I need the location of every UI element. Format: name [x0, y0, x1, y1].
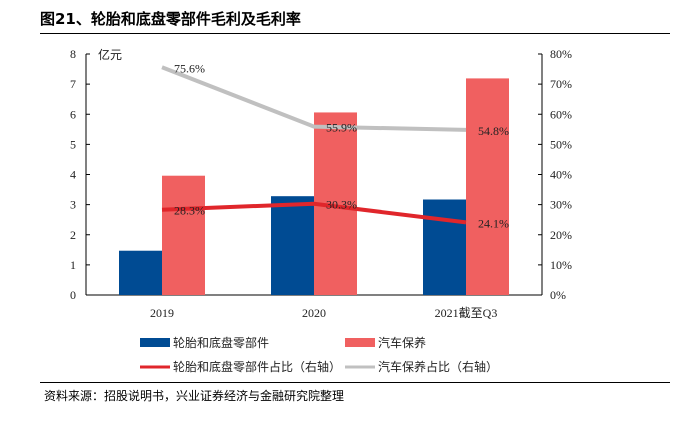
y2-tick-label: 30%: [550, 198, 572, 212]
data-label: 55.9%: [326, 121, 357, 135]
y-tick-label: 3: [70, 198, 76, 212]
y2-tick-label: 40%: [550, 168, 572, 182]
legend-label: 汽车保养: [378, 335, 426, 350]
y-tick-label: 8: [70, 47, 76, 61]
y2-tick-label: 10%: [550, 258, 572, 272]
x-tick-label: 2020: [302, 306, 326, 320]
y-tick-label: 4: [70, 168, 76, 182]
x-tick-label: 2021截至Q3: [435, 306, 498, 320]
y-tick-label: 6: [70, 107, 76, 121]
y2-tick-label: 50%: [550, 137, 572, 151]
legend-swatch: [140, 338, 170, 347]
y2-tick-label: 70%: [550, 77, 572, 91]
bar-tire-chassis: [423, 199, 466, 295]
line-maintenance-share: [161, 65, 467, 132]
y2-tick-label: 0%: [550, 288, 566, 302]
x-tick-label: 2019: [150, 306, 174, 320]
legend-label: 汽车保养占比（右轴）: [378, 359, 498, 374]
y-tick-label: 1: [70, 258, 76, 272]
y-tick-label: 2: [70, 228, 76, 242]
y-tick-label: 0: [70, 288, 76, 302]
y-tick-label: 7: [70, 77, 76, 91]
source-divider: [40, 382, 670, 383]
data-label: 24.1%: [478, 216, 509, 230]
y2-tick-label: 20%: [550, 228, 572, 242]
y-unit-label: 亿元: [98, 47, 122, 62]
data-label: 54.8%: [478, 124, 509, 138]
y2-tick-label: 80%: [550, 47, 572, 61]
y2-tick-label: 60%: [550, 107, 572, 121]
title-divider: [40, 33, 670, 34]
data-label: 75.6%: [174, 61, 205, 75]
bar-tire-chassis: [271, 196, 314, 295]
bar-maintenance: [466, 78, 509, 296]
data-label: 28.3%: [174, 204, 205, 218]
bar-tire-chassis: [119, 250, 162, 295]
chart: 0123456780%10%20%30%40%50%60%70%80%亿元201…: [70, 47, 572, 374]
bar-maintenance: [162, 175, 205, 295]
legend-label: 轮胎和底盘零部件: [173, 335, 269, 350]
figure-title: 图21、轮胎和底盘零部件毛利及毛利率: [40, 10, 301, 28]
line-tire-chassis-share: [161, 201, 467, 225]
legend-label: 轮胎和底盘零部件占比（右轴）: [173, 359, 341, 374]
y-tick-label: 5: [70, 137, 76, 151]
source-note: 资料来源：招股说明书，兴业证券经济与金融研究院整理: [44, 389, 345, 403]
legend-swatch: [345, 338, 375, 347]
data-label: 30.3%: [326, 198, 357, 212]
